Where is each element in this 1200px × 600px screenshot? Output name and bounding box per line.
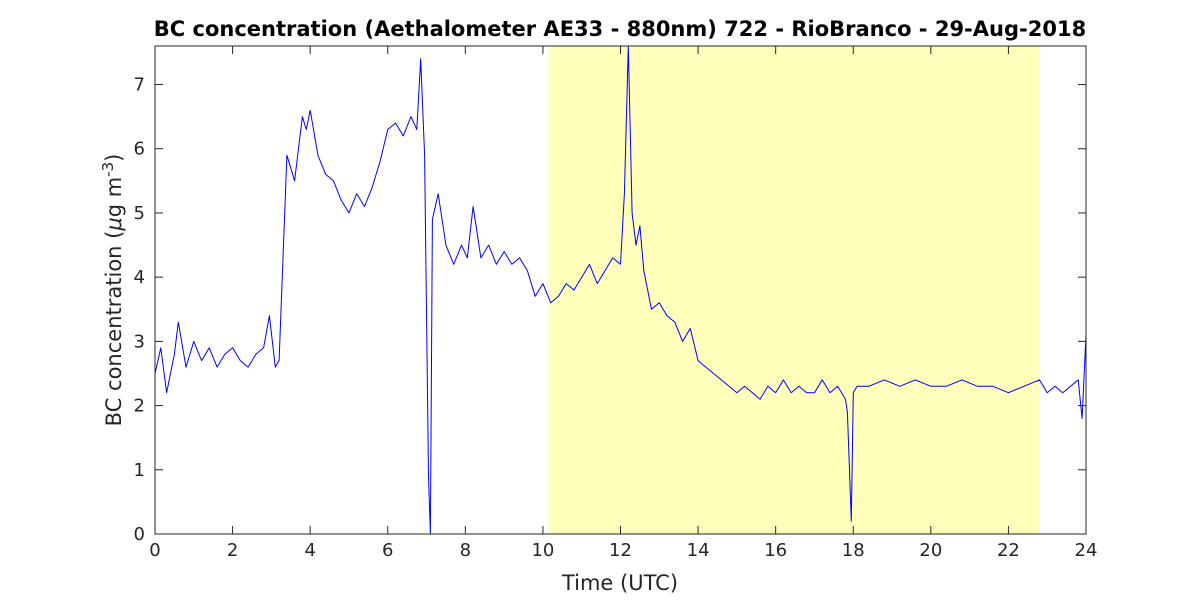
x-tick-label: 14	[687, 540, 710, 561]
y-tick-label: 7	[134, 75, 145, 96]
series-line-0	[154, 45, 1087, 535]
y-tick-label: 4	[134, 267, 145, 288]
y-axis-label-prefix: BC concentration (	[102, 231, 126, 427]
y-tick-label: 2	[134, 396, 145, 417]
y-axis-label-suffix: )	[102, 154, 126, 162]
y-axis-label: BC concentration (μg m-3)	[99, 154, 126, 427]
x-tick-label: 20	[919, 540, 942, 561]
y-axis-label-exponent: -3	[99, 162, 117, 177]
chart-title: BC concentration (Aethalometer AE33 - 88…	[154, 17, 1086, 41]
x-tick-label: 22	[997, 540, 1020, 561]
x-axis: 0 2 4 6 8 10 12 14 16 18 20 22 24	[149, 46, 1097, 561]
y-axis-label-mu: μ	[102, 217, 126, 231]
x-axis-label: Time (UTC)	[561, 571, 678, 595]
x-tick-label: 24	[1075, 540, 1098, 561]
y-tick-label: 1	[134, 460, 145, 481]
y-tick-label: 6	[134, 139, 145, 160]
series-layer	[154, 45, 1087, 535]
y-tick-label: 0	[134, 524, 145, 545]
x-tick-label: 8	[460, 540, 471, 561]
x-tick-label: 2	[227, 540, 238, 561]
y-axis-label-unit: g m	[102, 177, 126, 217]
y-axis: 0 1 2 3 4 5 6 7	[134, 75, 1086, 545]
x-tick-label: 4	[304, 540, 315, 561]
shaded-period	[548, 46, 1040, 534]
y-tick-label: 3	[134, 331, 145, 352]
x-tick-label: 0	[149, 540, 160, 561]
y-tick-label: 5	[134, 203, 145, 224]
x-tick-label: 12	[609, 540, 632, 561]
x-tick-label: 16	[764, 540, 787, 561]
x-tick-label: 10	[531, 540, 554, 561]
x-tick-label: 18	[842, 540, 865, 561]
x-tick-label: 6	[382, 540, 393, 561]
